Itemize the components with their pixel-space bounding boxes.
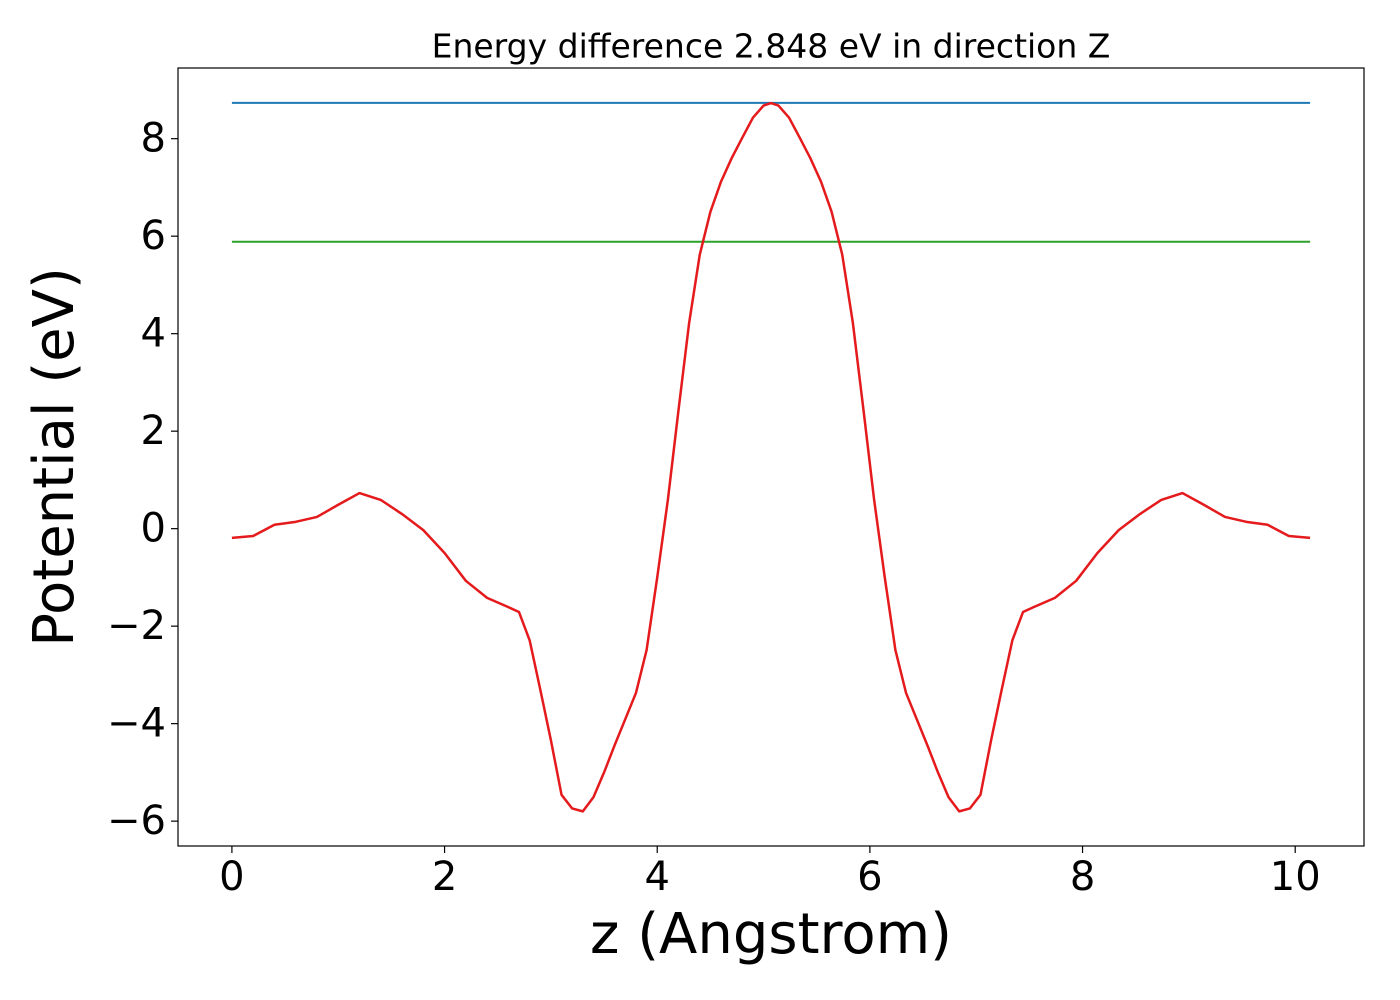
x-tick-label: 0 [219,854,244,900]
y-tick-label: −2 [107,603,166,649]
x-tick-label: 4 [645,854,670,900]
y-tick-label: −4 [107,701,166,747]
plot-area [231,101,1311,813]
x-tick-label: 10 [1270,854,1321,900]
y-tick-label: 0 [141,506,166,552]
series-line [231,101,1311,813]
y-tick-label: 8 [141,116,166,162]
x-tick-label: 6 [857,854,882,900]
x-axis-label: z (Angstrom) [590,902,952,967]
y-axis-label: Potential (eV) [22,267,87,647]
x-tick-label: 8 [1070,854,1095,900]
chart-title: Energy difference 2.848 eV in direction … [432,27,1111,66]
y-tick-label: −6 [107,798,166,844]
x-tick-label: 2 [432,854,457,900]
y-tick-label: 2 [141,408,166,454]
axes-frame [177,67,1365,847]
y-tick-label: 6 [141,213,166,259]
y-tick-label: 4 [141,311,166,357]
